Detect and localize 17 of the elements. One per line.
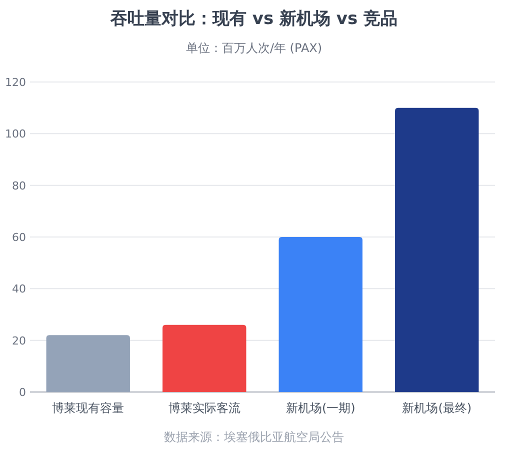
x-tick-label: 新机场(一期): [286, 401, 356, 415]
y-tick-label: 100: [5, 128, 26, 141]
bar: [162, 324, 246, 392]
chart-title: 吞吐量对比：现有 vs 新机场 vs 竞品: [109, 9, 398, 29]
y-tick-label: 20: [12, 334, 26, 348]
y-tick-label: 120: [5, 76, 26, 89]
bar: [395, 108, 479, 392]
x-tick-label: 博莱实际客流: [168, 401, 240, 415]
y-tick-label: 40: [12, 282, 26, 296]
x-tick-label: 博莱现有容量: [52, 401, 124, 415]
y-tick-label: 80: [12, 179, 26, 192]
chart-subtitle: 单位：百万人次/年 (PAX): [186, 41, 322, 55]
y-tick-label: 0: [19, 386, 26, 399]
bar: [278, 237, 362, 392]
y-tick-label: 60: [12, 231, 26, 244]
source-note: 数据来源：埃塞俄比亚航空局公告: [164, 430, 344, 444]
x-tick-label: 新机场(最终): [402, 401, 472, 415]
